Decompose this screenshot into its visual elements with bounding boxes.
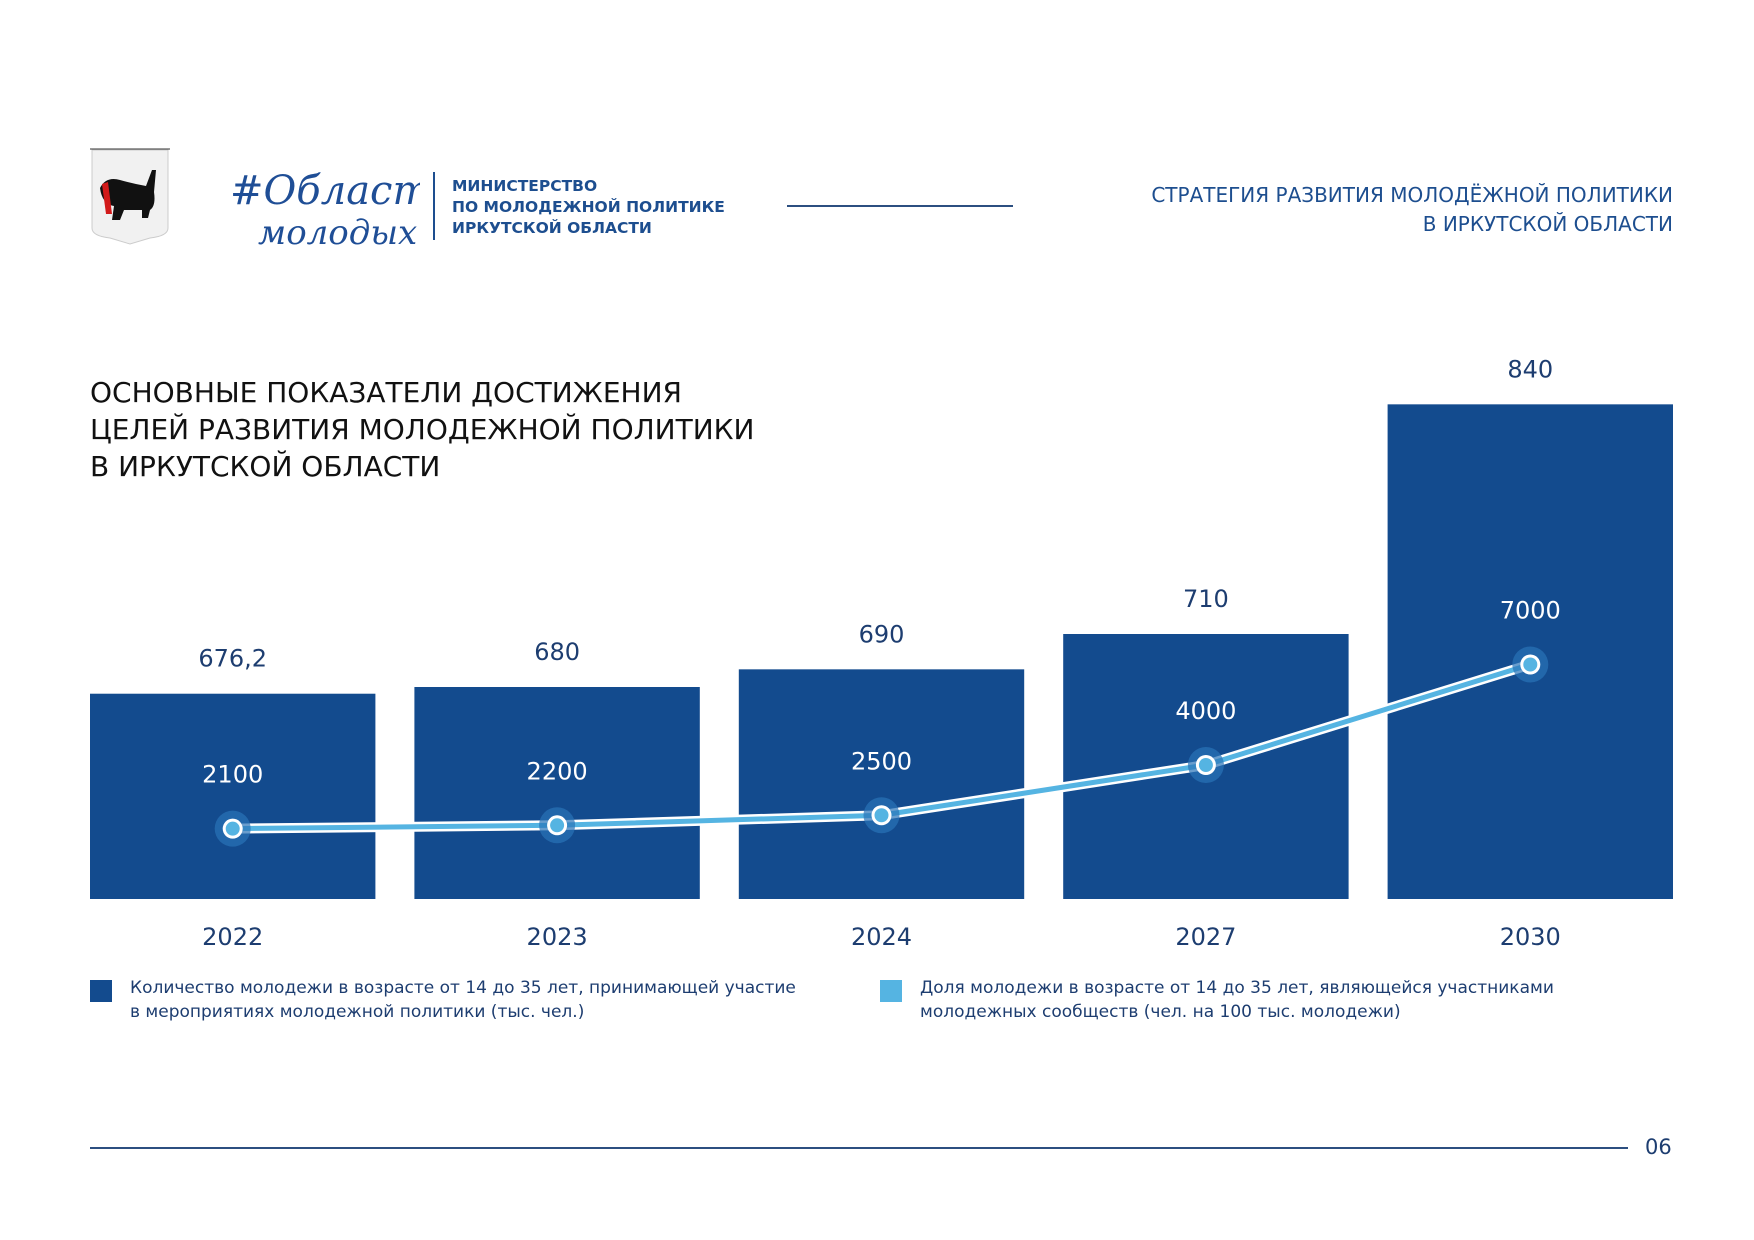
bar xyxy=(738,669,1025,899)
ministry-line: МИНИСТЕРСТВО xyxy=(452,177,598,195)
document-title: СТРАТЕГИЯ РАЗВИТИЯ МОЛОДЁЖНОЙ ПОЛИТИКИ В… xyxy=(1151,181,1673,239)
ministry-name: МИНИСТЕРСТВО ПО МОЛОДЕЖНОЙ ПОЛИТИКЕ ИРКУ… xyxy=(452,176,725,239)
bar-value-label: 710 xyxy=(1183,585,1229,613)
x-tick-label: 2022 xyxy=(202,923,263,951)
page-number: 06 xyxy=(1645,1135,1672,1159)
x-tick-label: 2027 xyxy=(1175,923,1236,951)
x-tick-label: 2024 xyxy=(851,923,912,951)
bar-value-label: 676,2 xyxy=(198,645,267,673)
line-point xyxy=(225,821,240,836)
coat-of-arms-logo xyxy=(90,148,170,245)
legend-swatch-dark xyxy=(90,980,112,1002)
ministry-line: ИРКУТСКОЙ ОБЛАСТИ xyxy=(452,219,652,237)
x-tick-label: 2030 xyxy=(1500,923,1561,951)
line-value-label: 7000 xyxy=(1500,597,1561,625)
document-title-line: СТРАТЕГИЯ РАЗВИТИЯ МОЛОДЁЖНОЙ ПОЛИТИКИ xyxy=(1151,183,1673,207)
line-value-label: 2100 xyxy=(202,761,263,789)
chart-title: ОСНОВНЫЕ ПОКАЗАТЕЛИ ДОСТИЖЕНИЯ ЦЕЛЕЙ РАЗ… xyxy=(90,374,755,485)
x-tick-label: 2023 xyxy=(527,923,588,951)
brand-logo: #Область молодых xyxy=(230,168,420,253)
bar xyxy=(414,687,700,899)
footer-rule xyxy=(90,1147,1628,1149)
bar-value-label: 840 xyxy=(1507,355,1553,383)
bar xyxy=(90,693,376,899)
bar-value-label: 690 xyxy=(859,620,905,648)
chart-title-line: В ИРКУТСКОЙ ОБЛАСТИ xyxy=(90,450,441,483)
legend-label: Количество молодежи в возрасте от 14 до … xyxy=(130,978,796,1022)
svg-text:молодых: молодых xyxy=(258,213,417,253)
document-title-line: В ИРКУТСКОЙ ОБЛАСТИ xyxy=(1422,212,1673,236)
legend-swatch-light xyxy=(880,980,902,1002)
line-point xyxy=(550,818,565,833)
line-point xyxy=(1523,657,1538,672)
bar-value-label: 680 xyxy=(534,638,580,666)
ministry-line: ПО МОЛОДЕЖНОЙ ПОЛИТИКЕ xyxy=(452,198,725,216)
header-rule xyxy=(787,205,1013,207)
line-value-label: 4000 xyxy=(1175,697,1236,725)
legend-label: Доля молодежи в возрасте от 14 до 35 лет… xyxy=(920,978,1554,1022)
chart-title-line: ОСНОВНЫЕ ПОКАЗАТЕЛИ ДОСТИЖЕНИЯ xyxy=(90,376,682,409)
chart-title-line: ЦЕЛЕЙ РАЗВИТИЯ МОЛОДЕЖНОЙ ПОЛИТИКИ xyxy=(90,413,755,446)
line-point xyxy=(874,808,889,823)
line-value-label: 2200 xyxy=(527,757,588,785)
header-divider xyxy=(433,172,435,240)
svg-text:#Область: #Область xyxy=(230,168,420,214)
line-value-label: 2500 xyxy=(851,747,912,775)
line-point xyxy=(1198,758,1213,772)
